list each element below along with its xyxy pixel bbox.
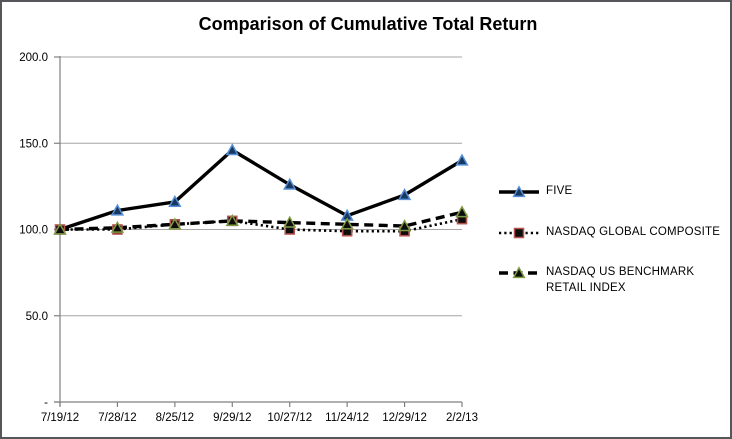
x-axis-tick-label: 9/29/12 xyxy=(213,412,251,424)
data-point-marker-triangle xyxy=(110,203,125,216)
legend-item: NASDAQ GLOBAL COMPOSITE xyxy=(499,225,730,241)
x-axis-tick-label: 7/19/12 xyxy=(41,412,79,424)
legend-label: NASDAQ US BENCHMARK RETAIL INDEX xyxy=(546,266,695,294)
y-axis-tick-label: 50.0 xyxy=(26,311,48,323)
y-axis-tick-label: 100.0 xyxy=(19,225,48,237)
legend-item: NASDAQ US BENCHMARK RETAIL INDEX xyxy=(499,265,730,296)
y-axis-tick-label: - xyxy=(44,397,48,409)
legend-label: NASDAQ GLOBAL COMPOSITE xyxy=(546,225,721,238)
x-axis-tick-label: 8/25/12 xyxy=(156,412,194,424)
data-point-marker-triangle xyxy=(225,143,239,156)
x-axis-tick-label: 12/29/12 xyxy=(382,412,427,424)
x-axis-tick-label: 11/24/12 xyxy=(325,412,369,424)
x-axis-tick-label: 10/27/12 xyxy=(267,412,312,424)
y-axis-tick-label: 200.0 xyxy=(19,52,48,64)
legend-square-marker-icon xyxy=(499,227,539,238)
data-point-marker-triangle xyxy=(397,219,412,232)
data-point-marker-triangle xyxy=(283,177,297,190)
chart-title: Comparison of Cumulative Total Return xyxy=(198,14,538,34)
y-axis-tick-label: 150.0 xyxy=(19,138,48,150)
series-line-solid xyxy=(59,148,463,232)
legend-item: FIVE xyxy=(499,184,730,200)
series-line-dotted xyxy=(60,217,463,233)
x-axis-tick-label: 2/2/13 xyxy=(446,412,478,424)
series-line-dashed xyxy=(59,210,463,232)
x-axis-tick-label: 7/28/12 xyxy=(98,412,136,424)
data-point-marker-triangle xyxy=(168,217,182,230)
data-point-marker-triangle xyxy=(340,217,354,230)
data-point-marker-triangle xyxy=(455,205,469,218)
data-point-marker-triangle xyxy=(53,222,67,235)
legend: FIVE NASDAQ GLOBAL COMPOSITE NASDAQ US BEN… xyxy=(499,184,730,296)
data-point-marker-triangle xyxy=(397,188,412,201)
data-point-marker-triangle xyxy=(455,153,469,166)
legend-triangle-marker-icon xyxy=(499,266,539,279)
data-point-marker-triangle xyxy=(168,194,182,208)
legend-triangle-marker-icon xyxy=(499,185,539,198)
data-point-marker-triangle xyxy=(110,220,125,233)
data-point-marker-triangle xyxy=(283,215,297,228)
data-point-marker-triangle xyxy=(225,213,239,227)
legend-label: FIVE xyxy=(546,185,573,197)
